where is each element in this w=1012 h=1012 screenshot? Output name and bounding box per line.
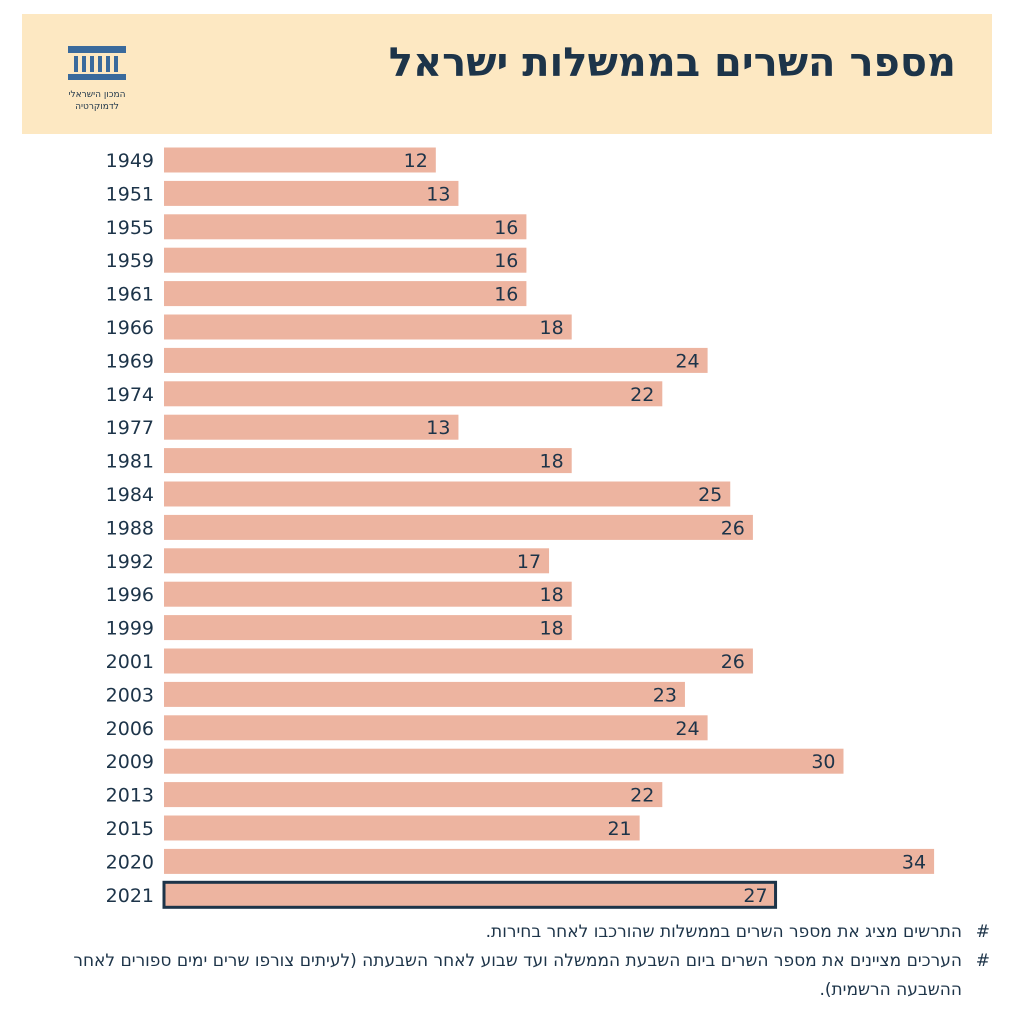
header-banner: המכון הישראלי לדמוקרטיה מספר השרים בממשל… bbox=[22, 14, 992, 134]
footnote-1: # התרשים מציג את מספר השרים בממשלות שהור… bbox=[30, 918, 990, 947]
year-tick-label: 2009 bbox=[106, 751, 154, 773]
bar bbox=[164, 448, 572, 474]
bar-value-label: 18 bbox=[540, 618, 564, 640]
bar-value-label: 22 bbox=[630, 384, 654, 406]
bar-value-label: 18 bbox=[540, 451, 564, 473]
bar-value-label: 26 bbox=[721, 651, 745, 673]
bar bbox=[164, 247, 527, 273]
page-title: מספר השרים בממשלות ישראל bbox=[388, 40, 956, 86]
bar bbox=[164, 715, 708, 741]
year-tick-label: 2006 bbox=[106, 718, 154, 740]
year-tick-label: 1959 bbox=[106, 250, 154, 272]
bar bbox=[164, 615, 572, 641]
institute-logo: המכון הישראלי לדמוקרטיה bbox=[62, 46, 132, 118]
year-tick-label: 1969 bbox=[106, 350, 154, 372]
bar bbox=[164, 314, 572, 340]
footnote-2: # הערכים מציינים את מספר השרים ביום השבע… bbox=[30, 947, 990, 1005]
bar bbox=[164, 815, 640, 841]
bar bbox=[164, 281, 527, 307]
bar-value-label: 30 bbox=[811, 751, 835, 773]
columns-building-icon bbox=[68, 46, 126, 80]
bar bbox=[164, 481, 731, 507]
footnotes: # התרשים מציג את מספר השרים בממשלות שהור… bbox=[30, 918, 990, 1005]
year-tick-label: 1996 bbox=[106, 584, 154, 606]
year-tick-label: 1977 bbox=[106, 417, 154, 439]
year-tick-label: 2020 bbox=[106, 851, 154, 873]
bar bbox=[164, 782, 663, 808]
bar bbox=[164, 414, 459, 440]
bar-value-label: 34 bbox=[902, 851, 926, 873]
bar bbox=[164, 214, 527, 240]
bar-value-label: 16 bbox=[494, 250, 518, 272]
bar-value-label: 23 bbox=[653, 684, 677, 706]
bar-value-label: 27 bbox=[743, 885, 767, 907]
bar bbox=[164, 514, 753, 540]
year-tick-label: 1961 bbox=[106, 284, 154, 306]
year-tick-label: 1981 bbox=[106, 451, 154, 473]
bar-value-label: 21 bbox=[607, 818, 631, 840]
bar bbox=[164, 648, 753, 674]
year-tick-label: 2003 bbox=[106, 684, 154, 706]
bar-value-label: 16 bbox=[494, 217, 518, 239]
year-tick-label: 2021 bbox=[106, 885, 154, 907]
year-tick-label: 1966 bbox=[106, 317, 154, 339]
bar bbox=[164, 347, 708, 373]
bar bbox=[164, 848, 935, 874]
footnote-text: התרשים מציג את מספר השרים בממשלות שהורכב… bbox=[485, 922, 962, 942]
bar-value-label: 13 bbox=[426, 183, 450, 205]
year-tick-label: 1949 bbox=[106, 150, 154, 172]
bar bbox=[164, 748, 844, 774]
bar bbox=[164, 548, 550, 574]
bar-value-label: 12 bbox=[404, 150, 428, 172]
year-tick-label: 1988 bbox=[106, 517, 154, 539]
bar bbox=[164, 681, 685, 707]
footnote-hash: # bbox=[975, 922, 990, 942]
year-tick-label: 1984 bbox=[106, 484, 154, 506]
bar-value-label: 26 bbox=[721, 517, 745, 539]
bar-value-label: 17 bbox=[517, 551, 541, 573]
bar bbox=[164, 180, 459, 206]
bar-highlighted bbox=[162, 880, 778, 909]
logo-text-line2: לדמוקרטיה bbox=[75, 102, 119, 112]
bar-value-label: 13 bbox=[426, 417, 450, 439]
footnote-text: הערכים מציינים את מספר השרים ביום השבעת … bbox=[73, 951, 962, 1000]
bar-value-label: 22 bbox=[630, 785, 654, 807]
year-tick-label: 1974 bbox=[106, 384, 154, 406]
year-tick-label: 1999 bbox=[106, 618, 154, 640]
bar bbox=[164, 147, 436, 173]
year-tick-label: 1951 bbox=[106, 183, 154, 205]
bar-value-label: 24 bbox=[675, 718, 699, 740]
year-tick-label: 2001 bbox=[106, 651, 154, 673]
bar-value-label: 16 bbox=[494, 284, 518, 306]
bar bbox=[164, 381, 663, 407]
year-tick-label: 2013 bbox=[106, 785, 154, 807]
bar-value-label: 18 bbox=[540, 317, 564, 339]
logo-text-line1: המכון הישראלי bbox=[68, 90, 126, 100]
bar-value-label: 24 bbox=[675, 350, 699, 372]
bar bbox=[164, 581, 572, 607]
bar-value-label: 25 bbox=[698, 484, 722, 506]
year-tick-label: 1955 bbox=[106, 217, 154, 239]
bar-chart: 1949 12 1951 13 1955 16 1959 16 1961 16 1966 18 1969… bbox=[106, 147, 935, 909]
year-tick-label: 2015 bbox=[106, 818, 154, 840]
year-tick-label: 1992 bbox=[106, 551, 154, 573]
bar-value-label: 18 bbox=[540, 584, 564, 606]
footnote-hash: # bbox=[975, 951, 990, 971]
